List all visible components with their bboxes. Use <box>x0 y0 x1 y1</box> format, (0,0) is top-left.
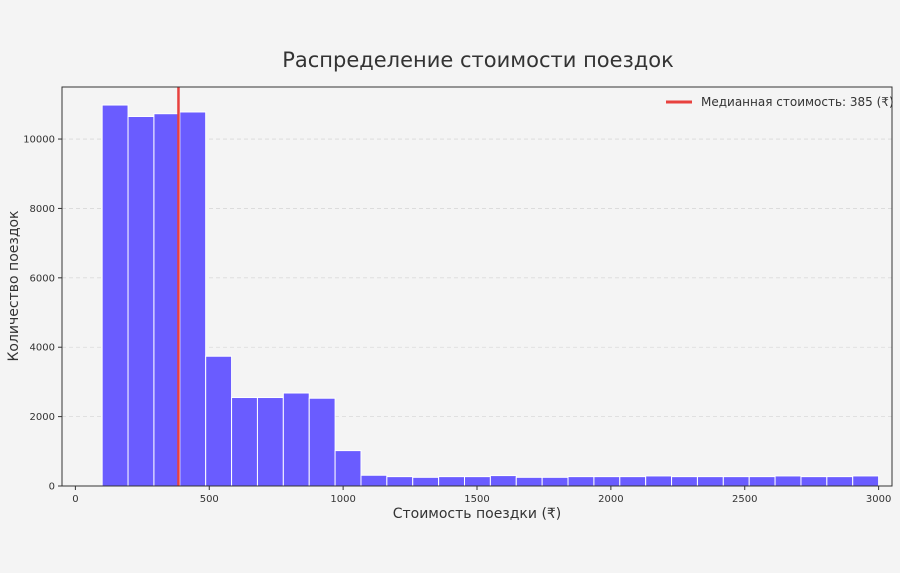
histogram-bar-4 <box>205 355 233 487</box>
histogram-bar-5 <box>231 397 258 487</box>
x-tick-label-1: 500 <box>200 494 219 505</box>
y-tick-label-2: 4000 <box>30 343 55 354</box>
histogram-bar-28 <box>826 476 854 487</box>
histogram-bar-22 <box>671 476 698 487</box>
x-tick-label-0: 0 <box>72 494 78 505</box>
chart-title: Распределение стоимости поездок <box>282 48 674 72</box>
y-axis-ticks: 0 2000 4000 6000 8000 10000 <box>23 135 62 493</box>
histogram-bar-21 <box>645 475 673 487</box>
histogram-bar-7 <box>282 392 310 487</box>
histogram-bar-24 <box>722 476 750 487</box>
x-tick-label-5: 2500 <box>732 494 757 505</box>
histogram-bar-12 <box>412 476 440 487</box>
x-tick-label-3: 1500 <box>464 494 489 505</box>
histogram-bar-18 <box>567 476 595 487</box>
histogram-bar-26 <box>774 475 802 487</box>
histogram-bar-9 <box>334 450 362 487</box>
y-tick-label-1: 2000 <box>30 412 55 423</box>
histogram-bar-6 <box>256 397 284 487</box>
legend: Медианная стоимость: 385 (₹) <box>666 95 894 109</box>
histogram-bar-11 <box>386 476 414 487</box>
histogram-bar-25 <box>748 476 776 487</box>
histogram-bar-19 <box>593 476 621 487</box>
histogram-bars <box>101 104 880 487</box>
histogram-bar-13 <box>438 476 466 487</box>
x-tick-label-2: 1000 <box>330 494 355 505</box>
histogram-bar-10 <box>360 474 388 487</box>
histogram-bar-15 <box>489 475 517 487</box>
histogram-bar-17 <box>541 476 569 487</box>
histogram-bar-2 <box>153 113 181 487</box>
x-axis-ticks: 0 500 1000 1500 2000 2500 3000 <box>72 486 891 505</box>
histogram-bar-27 <box>800 476 828 487</box>
histogram-bar-14 <box>464 476 491 487</box>
y-tick-label-4: 8000 <box>30 204 55 215</box>
y-tick-label-3: 6000 <box>30 273 55 284</box>
histogram-bar-1 <box>127 115 155 487</box>
histogram-bar-16 <box>515 476 543 487</box>
x-axis-label: Стоимость поездки (₹) <box>393 506 562 522</box>
x-tick-label-6: 3000 <box>866 494 891 505</box>
y-axis-label: Количество поездок <box>6 210 22 361</box>
x-tick-label-4: 2000 <box>598 494 623 505</box>
histogram-bar-29 <box>852 475 880 487</box>
histogram-bar-8 <box>308 397 336 487</box>
legend-median-label: Медианная стоимость: 385 (₹) <box>701 95 894 109</box>
histogram-bar-3 <box>179 111 207 487</box>
histogram-bar-20 <box>619 476 647 487</box>
y-tick-label-0: 0 <box>49 482 55 493</box>
histogram-bar-23 <box>696 476 724 487</box>
y-tick-label-5: 10000 <box>23 135 55 146</box>
histogram-bar-0 <box>101 104 129 487</box>
